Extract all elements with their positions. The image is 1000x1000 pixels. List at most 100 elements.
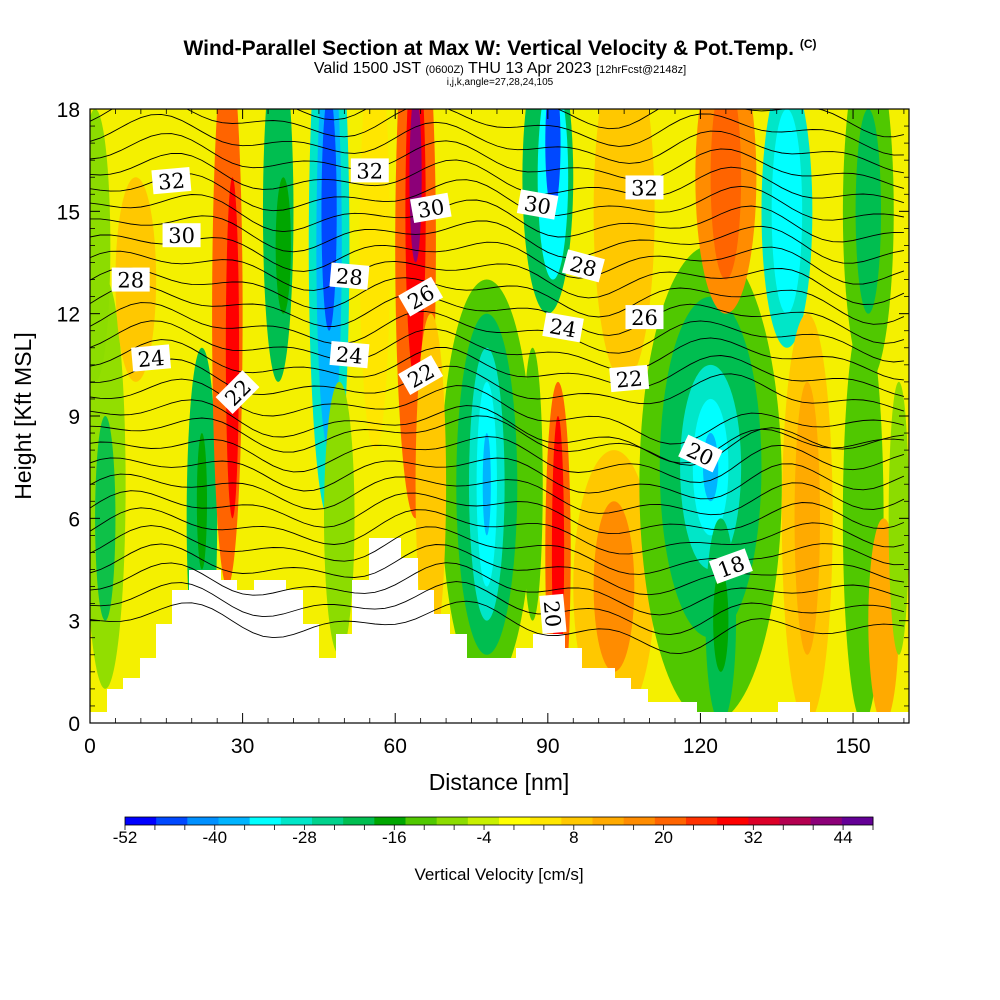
colorbar-swatch (312, 817, 344, 825)
colorbar-swatch (717, 817, 749, 825)
theta-contour-line (90, 215, 904, 264)
colorbar-tick-label: -4 (476, 828, 491, 847)
contour-label-box (398, 276, 444, 317)
contour-label-text: 20 (539, 600, 565, 629)
colorbar-tick-label: -52 (113, 828, 138, 847)
chart-subtitle: Valid 1500 JST (0600Z) THU 13 Apr 2023 [… (313, 60, 687, 77)
theta-contour-line (90, 399, 904, 464)
colorbar-swatch (467, 817, 500, 825)
theta-contour-line (90, 436, 905, 483)
colorbar-swatch (623, 817, 656, 825)
contour-label-text: 24 (548, 314, 578, 342)
contour-label-box (215, 370, 260, 415)
theta-contour-line (90, 339, 905, 397)
contour-label: 28 (111, 267, 150, 293)
contour-label-box (329, 262, 370, 290)
y-tick-label: 3 (68, 611, 80, 634)
contour-label-text: 24 (137, 346, 166, 372)
contour-label-box (708, 548, 753, 584)
contour-label: 24 (131, 344, 172, 372)
contour-label: 28 (329, 262, 370, 290)
colorbar-swatch (686, 817, 718, 825)
theta-contours (90, 109, 905, 655)
colorbar-swatch (125, 817, 157, 825)
colorbar-frame (124, 816, 874, 826)
colorbar-swatch (280, 817, 313, 825)
theta-contour-line (90, 473, 905, 516)
theta-contour-line (90, 284, 905, 344)
theta-contour-line (90, 173, 904, 221)
contour-label: 18 (708, 548, 753, 584)
contour-label-text: 32 (356, 159, 383, 183)
y-tick-label: 6 (68, 508, 80, 531)
contour-label-box (131, 344, 172, 372)
contour-label-text: 28 (335, 264, 364, 290)
contour-label-box (162, 223, 201, 248)
contour-label-box (561, 249, 605, 283)
contour-label: 30 (516, 189, 559, 220)
contour-label-text: 30 (522, 191, 552, 219)
colorbar-swatch (249, 817, 282, 825)
x-tick-label: 60 (384, 735, 407, 758)
contour-label-text: 22 (615, 366, 644, 392)
contour-label-box (625, 305, 664, 330)
y-axis-label: Height [Kft MSL] (10, 332, 36, 499)
contour-label: 30 (162, 223, 201, 248)
colorbar-swatch (654, 817, 687, 825)
colorbar-swatch (156, 817, 188, 825)
colorbar-label: Vertical Velocity [cm/s] (414, 865, 583, 884)
theta-contour-line (90, 152, 905, 204)
x-tick-label: 0 (84, 735, 96, 758)
theta-contour-line (90, 415, 904, 466)
contour-label: 26 (625, 305, 664, 330)
theta-contour-line (90, 600, 904, 655)
contour-label-box (111, 267, 150, 292)
theta-contour-line (90, 133, 905, 189)
contour-label: 30 (410, 192, 452, 224)
colorbar-swatch (748, 817, 780, 825)
theta-contour-line (90, 543, 904, 596)
colorbar-tick-label: -28 (292, 828, 317, 847)
contour-label: 24 (542, 312, 584, 343)
contour-label-text: 24 (335, 342, 364, 368)
contour-label-box (329, 340, 370, 369)
colorbar-swatch (405, 817, 438, 825)
y-axis: 0 3 6 9 12 15 18 (57, 99, 909, 736)
colorbar-swatch (499, 817, 531, 825)
contour-label: 32 (350, 158, 389, 183)
theta-contour-line (90, 194, 904, 243)
theta-contour-line (90, 302, 904, 363)
theta-contour-line (90, 320, 904, 381)
x-axis-label: Distance [nm] (429, 769, 570, 795)
theta-contour-line (90, 234, 905, 285)
chart-title: Wind-Parallel Section at Max W: Vertical… (183, 37, 817, 60)
contour-label-box (151, 167, 192, 195)
theta-contour-line (90, 562, 905, 616)
contour-label-box (609, 364, 650, 393)
colorbar-swatch (841, 817, 874, 825)
contour-label: 22 (609, 364, 650, 393)
contour-label-text: 30 (168, 224, 195, 248)
contour-label: 20 (539, 593, 567, 634)
contour-label-text: 28 (117, 269, 144, 293)
x-tick-label: 90 (536, 735, 559, 758)
colorbar-swatch (436, 817, 469, 825)
x-axis: 0 30 60 90 120 150 (84, 109, 905, 758)
contour-label-box (678, 434, 723, 473)
contour-label-text: 26 (631, 306, 658, 330)
contour-label-box (539, 593, 567, 634)
contour-label-box (542, 312, 584, 343)
colorbar-tick-label: 8 (569, 828, 578, 847)
theta-contour-line (90, 250, 905, 305)
colorbar-swatch (374, 817, 406, 825)
contour-label-text: 30 (416, 195, 446, 223)
colorbar: -52 -40 -28 -16 -4 8 20 32 44 (113, 816, 874, 847)
colorbar-tick-label: -40 (202, 828, 227, 847)
contour-label-box (410, 192, 452, 224)
x-tick-label: 120 (683, 735, 718, 758)
colorbar-swatch (218, 817, 251, 825)
colorbar-swatch (592, 817, 625, 825)
y-tick-label: 0 (68, 713, 80, 736)
x-tick-label: 30 (231, 735, 254, 758)
